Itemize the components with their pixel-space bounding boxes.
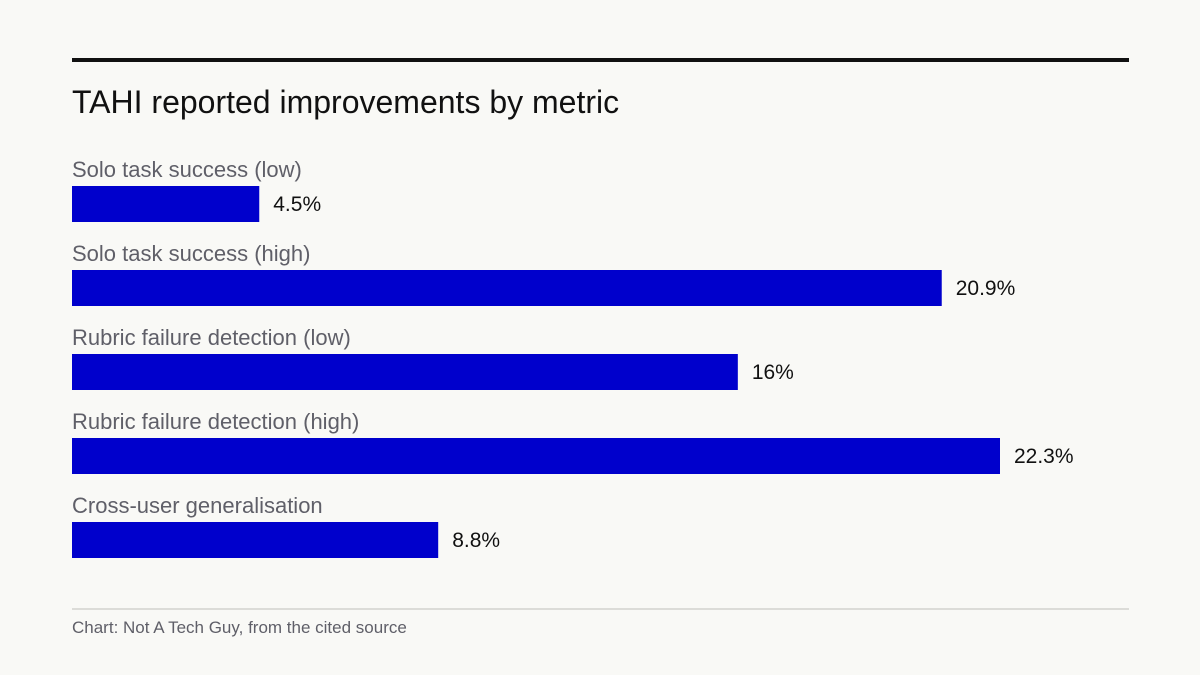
bottom-rule: [72, 608, 1129, 610]
category-label: Cross-user generalisation: [72, 493, 323, 518]
bar: [72, 354, 738, 390]
source-note: Chart: Not A Tech Guy, from the cited so…: [72, 618, 407, 637]
bar: [72, 522, 439, 558]
chart-title: TAHI reported improvements by metric: [72, 84, 620, 120]
value-label: 22.3%: [1014, 445, 1074, 468]
bar: [72, 270, 942, 306]
category-label: Solo task success (low): [72, 157, 302, 182]
category-label: Rubric failure detection (high): [72, 409, 359, 434]
top-rule: [72, 58, 1129, 62]
value-label: 20.9%: [956, 277, 1016, 300]
category-label: Rubric failure detection (low): [72, 325, 351, 350]
value-label: 8.8%: [452, 529, 500, 552]
bar: [72, 438, 1000, 474]
category-label: Solo task success (high): [72, 241, 310, 266]
value-label: 16%: [752, 361, 794, 384]
bar: [72, 186, 260, 222]
value-label: 4.5%: [273, 193, 321, 216]
